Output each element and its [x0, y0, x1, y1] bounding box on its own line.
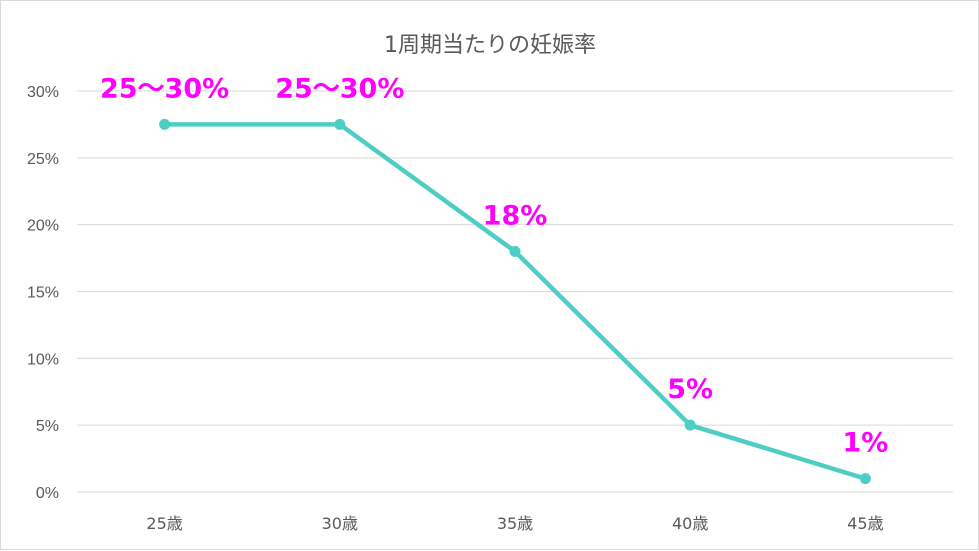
- y-tick-label: 10%: [27, 351, 59, 368]
- y-axis-ticks: 0% 5% 10% 15% 20% 25% 30%: [27, 84, 59, 502]
- x-tick-label: 40歳: [672, 514, 708, 533]
- data-label: 18%: [483, 200, 548, 231]
- y-tick-label: 0%: [36, 485, 59, 502]
- data-labels: 25～30% 25～30% 18% 5% 1%: [100, 73, 888, 458]
- series-line: [159, 118, 871, 485]
- y-tick-label: 25%: [27, 151, 59, 168]
- data-point: [509, 245, 521, 257]
- x-tick-label: 35歳: [497, 514, 533, 533]
- chart-title: 1周期当たりの妊娠率: [384, 33, 596, 58]
- gridlines: [77, 90, 953, 493]
- y-tick-label: 5%: [36, 418, 59, 435]
- x-tick-label: 25歳: [146, 514, 182, 533]
- data-point: [859, 473, 871, 485]
- data-point: [334, 118, 346, 130]
- y-tick-label: 20%: [27, 218, 59, 235]
- y-tick-label: 30%: [27, 84, 59, 101]
- x-axis-categories: 25歳 30歳 35歳 40歳 45歳: [146, 514, 883, 533]
- data-label: 1%: [842, 428, 888, 459]
- data-label: 25～30%: [275, 73, 404, 104]
- data-label: 5%: [667, 374, 713, 405]
- x-tick-label: 45歳: [847, 514, 883, 533]
- data-label: 25～30%: [100, 73, 229, 104]
- x-tick-label: 30歳: [322, 514, 358, 533]
- data-point: [684, 419, 696, 431]
- y-tick-label: 15%: [27, 285, 59, 302]
- data-point: [159, 118, 171, 130]
